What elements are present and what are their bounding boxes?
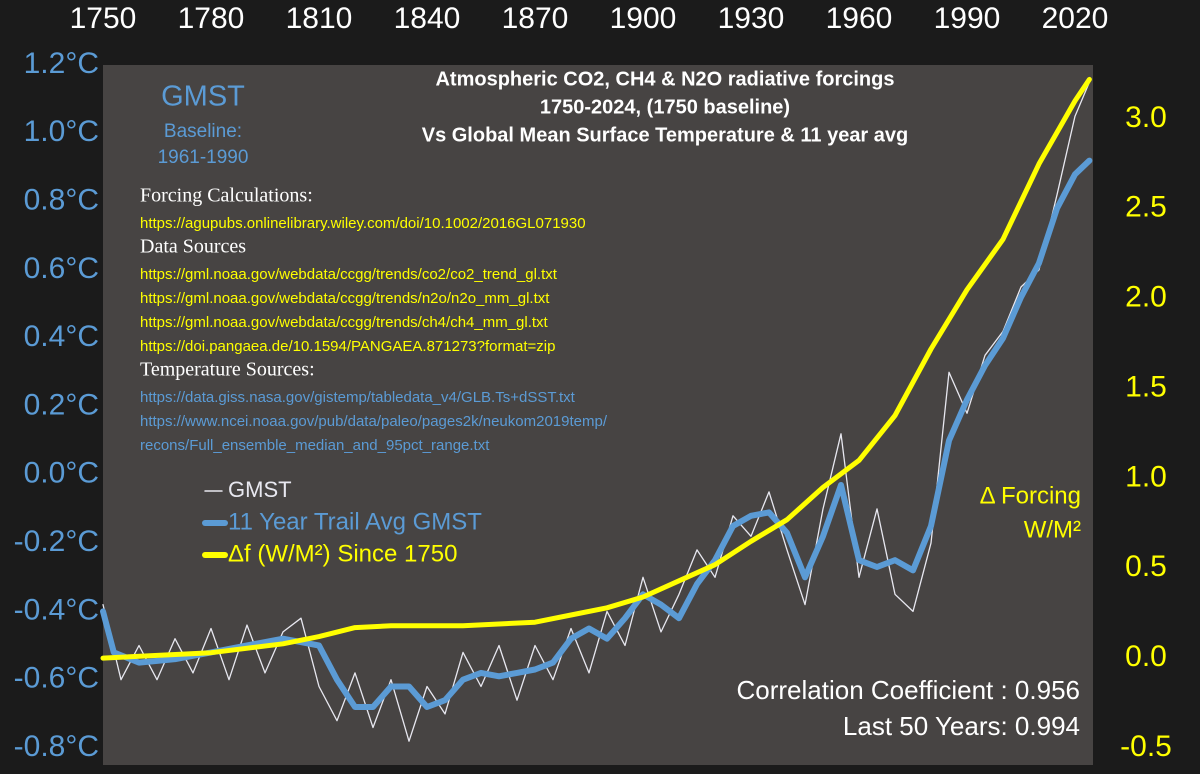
y-tick-label: 0.2°C <box>24 388 99 421</box>
y-tick-label: 0.6°C <box>24 252 99 285</box>
y-tick-label: 0.4°C <box>24 320 99 353</box>
chart-title: 1750-2024, (1750 baseline) <box>540 96 790 118</box>
y-tick-label: 1.0°C <box>24 115 99 148</box>
annotation: Correlation Coefficient : 0.956 <box>737 675 1081 705</box>
x-tick-label: 1900 <box>610 2 677 35</box>
source-link: https://gml.noaa.gov/webdata/ccgg/trends… <box>140 266 558 283</box>
y2-tick-label: -0.5 <box>1120 730 1172 763</box>
y-tick-label: 0.0°C <box>24 457 99 490</box>
y2-tick-label: 1.5 <box>1125 370 1167 403</box>
y2-tick-label: 0.0 <box>1125 640 1167 673</box>
source-link: https://data.giss.nasa.gov/gistemp/table… <box>140 389 576 406</box>
subtitle: Baseline: <box>164 121 242 142</box>
subtitle: GMST <box>161 81 245 113</box>
legend-label: Δf (W/M²) Since 1750 <box>228 540 457 567</box>
y2-axis-label: W/M² <box>1024 516 1081 543</box>
annotation: Last 50 Years: 0.994 <box>843 711 1080 741</box>
x-tick-label: 1810 <box>286 2 353 35</box>
x-tick-label: 2020 <box>1042 2 1109 35</box>
y-tick-label: -0.6°C <box>14 662 99 695</box>
series-line <box>100 76 1092 661</box>
y2-tick-label: 0.5 <box>1125 550 1167 583</box>
y2-tick-label: 2.0 <box>1125 281 1167 314</box>
series-line <box>102 81 1091 742</box>
x-tick-label: 1990 <box>934 2 1001 35</box>
source-link: https://www.ncei.noaa.gov/pub/data/paleo… <box>140 413 608 430</box>
x-tick-label: 1750 <box>70 2 137 35</box>
y-tick-label: 0.8°C <box>24 184 99 217</box>
y-tick-label: -0.2°C <box>14 525 99 558</box>
source-heading: Data Sources <box>140 236 246 258</box>
y-tick-label: -0.8°C <box>14 730 99 763</box>
source-link: https://gml.noaa.gov/webdata/ccgg/trends… <box>140 290 550 307</box>
source-link: https://doi.pangaea.de/10.1594/PANGAEA.8… <box>140 338 555 355</box>
source-link: https://gml.noaa.gov/webdata/ccgg/trends… <box>140 314 549 331</box>
x-tick-label: 1870 <box>502 2 569 35</box>
x-tick-label: 1960 <box>826 2 893 35</box>
x-tick-label: 1780 <box>178 2 245 35</box>
legend-label: 11 Year Trail Avg GMST <box>228 508 482 535</box>
y2-axis-label: Δ Forcing <box>980 482 1081 509</box>
plot-area <box>103 65 1093 765</box>
source-link: recons/Full_ensemble_median_and_95pct_ra… <box>140 437 490 454</box>
chart-title: Atmospheric CO2, CH4 & N2O radiative for… <box>435 68 894 90</box>
source-heading: Forcing Calculations: <box>140 185 313 207</box>
chart-title: Vs Global Mean Surface Temperature & 11 … <box>422 124 909 146</box>
y2-tick-label: 1.0 <box>1125 460 1167 493</box>
y2-tick-label: 3.0 <box>1125 101 1167 134</box>
y2-tick-label: 2.5 <box>1125 191 1167 224</box>
y-tick-label: -0.4°C <box>14 593 99 626</box>
x-tick-label: 1930 <box>718 2 785 35</box>
source-heading: Temperature Sources: <box>140 359 315 381</box>
source-link: https://agupubs.onlinelibrary.wiley.com/… <box>140 215 586 232</box>
y-tick-label: 1.2°C <box>24 47 99 80</box>
x-tick-label: 1840 <box>394 2 461 35</box>
legend-label: GMST <box>228 477 292 502</box>
subtitle: 1961-1990 <box>158 147 249 168</box>
